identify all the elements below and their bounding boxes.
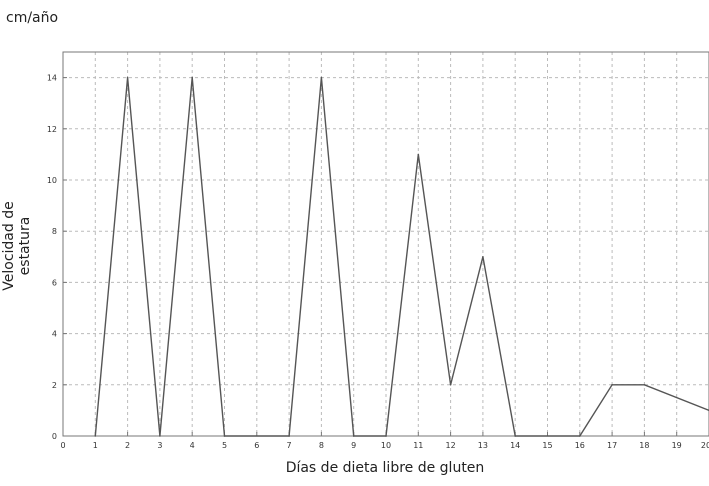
x-tick-label: 9 [351,441,356,450]
data-point [159,435,161,437]
data-point [579,435,581,437]
series-line [94,77,709,437]
y-tick-label: 6 [52,278,57,287]
data-point [449,384,452,386]
data-point [611,384,613,386]
x-axis-label: Días de dieta libre de gluten [285,460,485,476]
x-tick-label: 4 [190,441,195,450]
data-point [126,76,129,79]
x-tick-label: 14 [510,441,520,450]
x-tick-label: 0 [60,441,65,450]
unit-label: cm/año [6,10,59,26]
x-tick-label: 6 [254,441,259,450]
x-tick-label: 3 [157,441,162,450]
x-tick-label: 16 [575,441,585,450]
y-tick-label: 2 [52,381,57,390]
x-tick-label: 19 [672,441,682,450]
data-point [385,435,387,437]
y-tick-label: 4 [52,330,57,339]
y-axis-label: Velocidad de estatura [1,201,33,291]
x-tick-label: 2 [125,441,130,450]
x-tick-label: 1 [93,441,98,450]
x-tick-label: 20 [701,441,709,450]
x-tick-label: 12 [446,441,456,450]
data-point [288,435,290,437]
x-tick-label: 10 [381,441,391,450]
y-tick-label: 0 [52,432,57,441]
data-point [320,76,323,79]
y-tick-label: 14 [47,74,57,83]
data-point [352,435,355,437]
x-tick-label: 11 [413,441,423,450]
x-tick-label: 7 [287,441,292,450]
y-tick-label: 12 [47,125,57,134]
data-point [417,153,420,156]
x-tick-label: 18 [639,441,649,450]
y-tick-label: 8 [52,227,57,236]
data-point [191,76,193,79]
x-tick-label: 13 [478,441,488,450]
x-tick-label: 8 [319,441,324,450]
x-tick-label: 17 [607,441,617,450]
data-point [94,435,97,437]
data-point [482,255,484,258]
data-point [223,435,226,437]
y-tick-label: 10 [47,176,57,185]
data-point [643,384,646,386]
x-tick-label: 5 [222,441,227,450]
data-point [514,435,516,437]
x-tick-label: 15 [542,441,552,450]
